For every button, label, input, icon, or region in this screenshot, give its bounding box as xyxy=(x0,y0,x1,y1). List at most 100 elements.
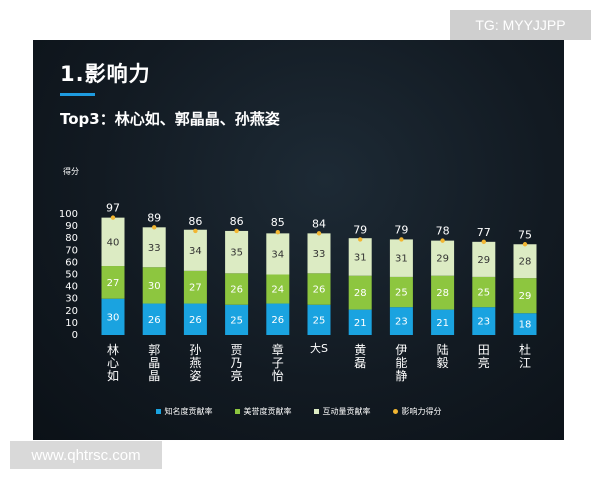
category-label-char: 杜 xyxy=(519,342,531,357)
category-label: 大S xyxy=(310,341,328,355)
y-tick-label: 50 xyxy=(65,270,78,281)
bar-value-label: 26 xyxy=(148,315,161,326)
category-label-char: 怡 xyxy=(272,369,284,383)
bar-value-label: 24 xyxy=(271,285,284,296)
bar-value-label: 28 xyxy=(354,288,367,299)
legend-dot-score xyxy=(392,409,398,414)
score-label: 75 xyxy=(518,228,532,241)
bar-value-label: 33 xyxy=(148,243,161,254)
category-label-char: 陆 xyxy=(437,342,449,357)
bar-segment-reputation xyxy=(472,276,496,308)
bar-segment-awareness xyxy=(431,309,455,335)
bar-segment-awareness xyxy=(101,298,125,335)
bar-segment-awareness xyxy=(183,303,207,335)
stacked-bar-chart: 010203040506070809010030274097林心如2630338… xyxy=(59,202,537,383)
bar-segment-interaction xyxy=(266,233,290,275)
bar-segment-awareness xyxy=(472,307,496,335)
y-axis-label: 得分 xyxy=(63,167,79,176)
bar-value-label: 29 xyxy=(477,255,490,266)
category-label-char: 田 xyxy=(478,343,490,357)
bar-value-label: 27 xyxy=(107,278,120,289)
bar-value-label: 28 xyxy=(519,257,532,268)
category-label-char: 江 xyxy=(519,356,531,370)
bar-value-label: 25 xyxy=(477,288,490,299)
score-dot xyxy=(234,228,239,234)
category-label-char: 郭 xyxy=(148,343,160,357)
bar-segment-interaction xyxy=(348,238,372,276)
bar-value-label: 40 xyxy=(107,237,120,248)
bar-segment-interaction xyxy=(431,240,455,276)
category-label-char: 姿 xyxy=(189,369,201,383)
score-label: 84 xyxy=(312,217,326,230)
score-dot xyxy=(152,225,157,230)
bar-segment-interaction xyxy=(225,230,249,274)
bar-value-label: 31 xyxy=(395,254,408,265)
bar-value-label: 29 xyxy=(436,254,449,265)
bar-segment-awareness xyxy=(307,304,331,335)
bar-value-label: 27 xyxy=(189,283,202,294)
bar-value-label: 21 xyxy=(436,318,449,329)
bar-segment-reputation xyxy=(389,276,413,308)
bar-value-label: 23 xyxy=(477,317,490,328)
legend-label-score: 影响力得分 xyxy=(401,407,442,416)
score-dot xyxy=(522,242,528,247)
legend-swatch-reputation xyxy=(234,409,240,414)
score-label: 86 xyxy=(230,215,244,228)
bar-value-label: 31 xyxy=(354,252,367,263)
score-dot xyxy=(316,231,322,236)
category-label-char: 如 xyxy=(107,368,119,383)
category-label-char: 孙 xyxy=(189,343,201,357)
score-dot xyxy=(440,238,445,243)
score-label: 86 xyxy=(188,215,202,228)
bar-segment-interaction xyxy=(142,227,166,268)
legend-swatch-interaction xyxy=(313,409,319,414)
y-tick-label: 100 xyxy=(59,209,78,220)
category-label-char: 磊 xyxy=(354,356,366,370)
bar-segment-interaction xyxy=(513,244,537,279)
score-dot xyxy=(481,239,486,245)
bar-segment-awareness xyxy=(142,303,166,335)
category-label-char: 章 xyxy=(272,342,284,357)
category-label-char: 伊 xyxy=(395,343,407,357)
y-tick-label: 10 xyxy=(65,318,78,329)
bar-segment-awareness xyxy=(513,313,537,335)
bar-value-label: 25 xyxy=(313,315,326,326)
bar-segment-interaction xyxy=(101,217,125,267)
score-label: 89 xyxy=(147,211,161,224)
score-dot xyxy=(193,228,198,234)
legend-label-awareness: 知名度贡献率 xyxy=(164,407,213,416)
title-underline xyxy=(60,93,95,96)
bar-segment-interaction xyxy=(389,239,413,277)
category-label-char: 心 xyxy=(107,356,119,370)
category-label-char: 晶 xyxy=(148,369,160,383)
score-label: 79 xyxy=(353,223,367,236)
category-label-char: 林 xyxy=(107,343,119,357)
bar-segment-interaction xyxy=(307,233,331,274)
legend-label-interaction: 互动量贡献率 xyxy=(322,407,371,416)
y-tick-label: 90 xyxy=(65,221,78,232)
bar-segment-awareness xyxy=(225,304,249,335)
bar-value-label: 21 xyxy=(354,318,367,329)
score-label: 79 xyxy=(394,223,408,236)
bar-segment-reputation xyxy=(431,275,455,310)
category-label-char: 黄 xyxy=(354,343,366,357)
bar-segment-reputation xyxy=(225,273,249,305)
category-label-char: 亮 xyxy=(231,368,243,383)
bar-value-label: 18 xyxy=(519,320,532,331)
score-dot xyxy=(275,229,280,235)
watermark-bottom: www.qhtrsc.com xyxy=(10,441,162,469)
bar-segment-reputation xyxy=(348,275,372,310)
score-label: 85 xyxy=(271,216,285,229)
legend-label-reputation: 美誉度贡献率 xyxy=(243,407,292,416)
legend-item-score: 影响力得分 xyxy=(392,406,442,417)
bar-segment-reputation xyxy=(101,266,125,299)
slide-title: 1.影响力 xyxy=(60,62,151,86)
score-dot xyxy=(110,215,116,220)
slide: 1.影响力 Top3：林心如、郭晶晶、孙燕姿 得分 0 10 20 30 40 50 60 7… xyxy=(33,40,564,440)
bar-value-label: 28 xyxy=(436,288,449,299)
legend-item-awareness: 知名度贡献率 xyxy=(155,406,213,417)
bar-value-label: 26 xyxy=(189,315,202,326)
bar-segment-reputation xyxy=(142,267,166,304)
category-label-char: 亮 xyxy=(478,355,490,370)
category-label-char: 能 xyxy=(395,356,407,370)
